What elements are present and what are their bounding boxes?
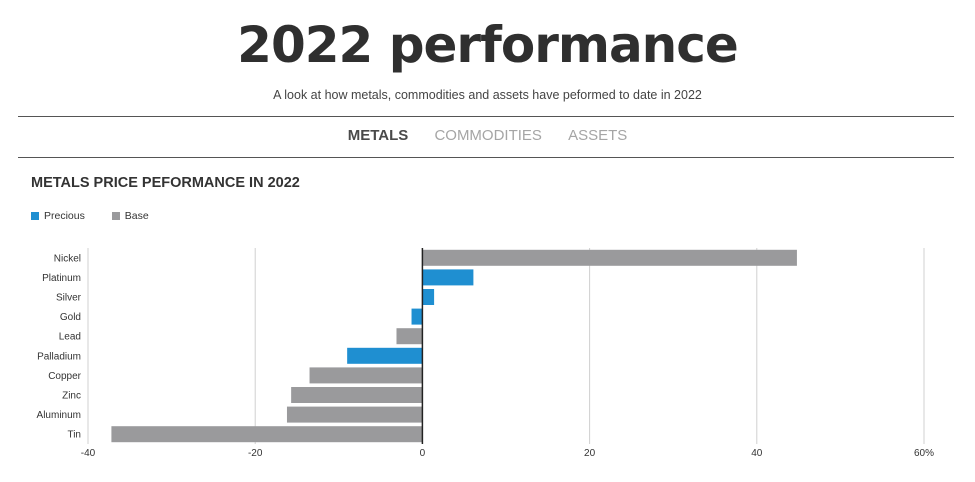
bar-aluminum — [286, 406, 423, 423]
page-title: 2022 performance — [237, 16, 739, 74]
category-label-nickel: Nickel — [54, 253, 81, 264]
category-tabs: METALS COMMODITIES ASSETS — [0, 126, 975, 146]
tab-metals[interactable]: METALS — [347, 127, 409, 144]
legend-item-precious: Precious — [31, 209, 85, 223]
tab-assets[interactable]: ASSETS — [568, 127, 628, 144]
category-label-silver: Silver — [56, 293, 82, 304]
legend-swatch-precious — [31, 212, 39, 220]
x-tick-label-40: 40 — [751, 448, 763, 459]
legend-label-base: Base — [124, 210, 149, 222]
bar-copper — [309, 367, 423, 384]
category-label-zinc: Zinc — [62, 391, 81, 402]
category-label-tin: Tin — [67, 430, 81, 441]
legend-item-base: Base — [111, 209, 149, 223]
bar-palladium — [347, 347, 423, 364]
top-divider — [18, 116, 954, 117]
bar-lead — [396, 328, 423, 345]
bar-gold — [411, 308, 423, 325]
legend-swatch-base — [111, 212, 120, 220]
x-tick-label-20: 20 — [584, 448, 596, 459]
bar-zinc — [291, 387, 423, 403]
category-label-platinum: Platinum — [42, 273, 81, 284]
chart-title: METALS PRICE PEFORMANCE IN 2022 — [31, 175, 300, 191]
category-label-gold: Gold — [60, 312, 81, 323]
category-label-palladium: Palladium — [37, 351, 81, 362]
x-tick-label-neg40: -40 — [81, 448, 96, 459]
bar-nickel — [422, 249, 797, 266]
x-tick-label-60: 60% — [914, 448, 934, 459]
chart-legend: Precious Base — [31, 209, 173, 224]
bar-silver — [422, 289, 435, 305]
tab-commodities[interactable]: COMMODITIES — [434, 127, 542, 144]
x-tick-label-neg20: -20 — [248, 448, 263, 459]
legend-label-precious: Precious — [44, 210, 85, 222]
bar-tin — [111, 426, 423, 443]
x-tick-label-0: 0 — [420, 448, 426, 459]
category-label-aluminum: Aluminum — [37, 410, 81, 421]
category-label-lead: Lead — [59, 332, 81, 343]
category-label-copper: Copper — [48, 371, 81, 382]
bar-platinum — [422, 269, 474, 286]
page-subtitle: A look at how metals, commodities and as… — [273, 88, 702, 102]
bottom-divider — [18, 157, 954, 158]
